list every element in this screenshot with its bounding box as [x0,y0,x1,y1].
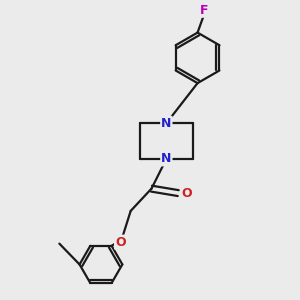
Text: N: N [161,152,172,165]
Text: N: N [161,117,172,130]
Text: O: O [181,187,192,200]
Text: O: O [115,236,126,249]
Text: F: F [200,4,208,17]
